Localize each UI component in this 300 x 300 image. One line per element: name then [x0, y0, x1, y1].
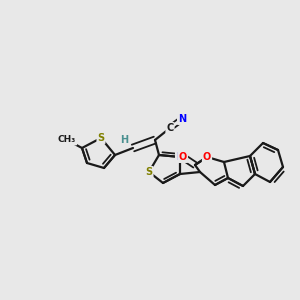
Text: O: O [179, 152, 187, 162]
Text: CH₃: CH₃ [58, 136, 76, 145]
Text: N: N [178, 114, 186, 124]
Text: O: O [203, 152, 211, 162]
Text: S: S [98, 133, 105, 143]
Text: N: N [176, 152, 184, 162]
Text: H: H [120, 135, 128, 145]
Text: S: S [146, 167, 153, 177]
Text: C: C [167, 123, 174, 133]
